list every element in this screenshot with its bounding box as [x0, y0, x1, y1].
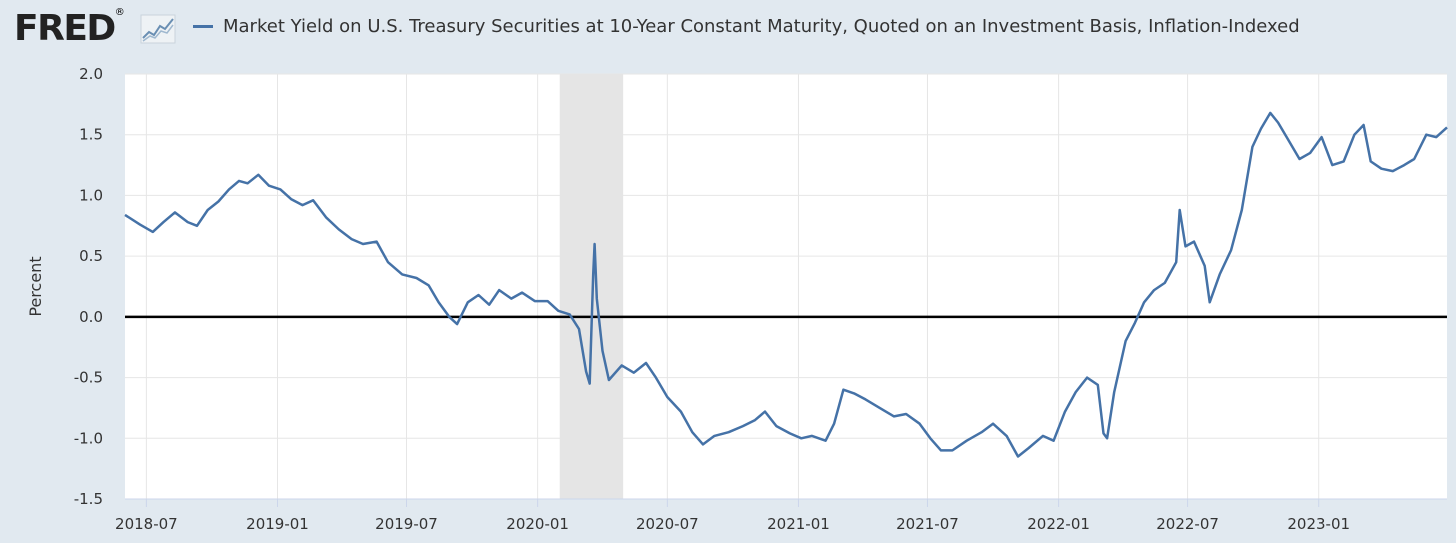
x-tick-label: 2022-01 — [1027, 515, 1090, 533]
x-tick-label: 2021-01 — [767, 515, 830, 533]
fred-graph-icon — [140, 14, 176, 44]
y-tick-label: 2.0 — [79, 65, 103, 83]
x-tick-label: 2022-07 — [1156, 515, 1219, 533]
y-tick-label: -1.0 — [74, 429, 103, 447]
chart-header: FRED® Market Yield on U.S. Treasury Secu… — [0, 0, 1456, 62]
recession-shading — [559, 74, 624, 499]
chart-legend: Market Yield on U.S. Treasury Securities… — [193, 16, 1300, 37]
y-tick-label: -0.5 — [74, 369, 103, 387]
plot-area — [125, 74, 1447, 499]
y-tick-label: 0.5 — [79, 247, 103, 265]
series-lines — [124, 111, 1448, 458]
x-tick-label: 2020-01 — [506, 515, 569, 533]
y-tick-label: 1.0 — [79, 186, 103, 204]
y-axis-title: Percent — [26, 256, 45, 316]
recession-band — [559, 74, 624, 499]
x-tick-label: 2019-01 — [246, 515, 309, 533]
y-tick-label: -1.5 — [74, 490, 103, 508]
x-axis-ticks: 2018-07 2019-01 2019-07 2020-01 2020-07 2021-… — [115, 499, 1350, 533]
x-tick-label: 2023-01 — [1287, 515, 1350, 533]
line-chart: 2018-07 2019-01 2019-07 2020-01 2020-07 2021-… — [26, 65, 1448, 533]
x-tick-label: 2018-07 — [115, 515, 178, 533]
legend-series-name: Market Yield on U.S. Treasury Securities… — [223, 16, 1300, 37]
legend-swatch — [193, 25, 213, 28]
fred-logo-text: FRED — [14, 8, 116, 49]
registered-mark: ® — [114, 7, 125, 18]
x-tick-label: 2019-07 — [375, 515, 438, 533]
x-tick-label: 2020-07 — [636, 515, 699, 533]
y-tick-label: 0.0 — [79, 308, 103, 326]
fred-logo[interactable]: FRED® — [14, 7, 125, 49]
y-axis-ticks: -1.5 -1.0 -0.5 0.0 0.5 1.0 1.5 2.0 — [74, 65, 103, 508]
series-line[interactable] — [124, 111, 1448, 458]
x-tick-label: 2021-07 — [896, 515, 959, 533]
y-tick-label: 1.5 — [79, 126, 103, 144]
